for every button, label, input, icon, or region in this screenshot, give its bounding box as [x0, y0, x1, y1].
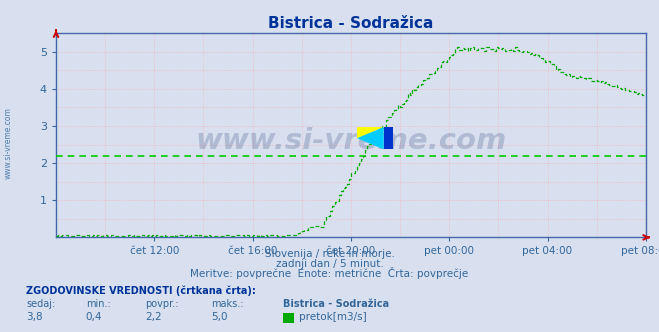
- Polygon shape: [357, 127, 384, 138]
- Polygon shape: [357, 127, 384, 149]
- Text: povpr.:: povpr.:: [145, 299, 179, 309]
- Bar: [384, 127, 393, 149]
- Text: www.si-vreme.com: www.si-vreme.com: [4, 107, 13, 179]
- Text: zadnji dan / 5 minut.: zadnji dan / 5 minut.: [275, 259, 384, 269]
- Text: sedaj:: sedaj:: [26, 299, 55, 309]
- Text: Bistrica - Sodražica: Bistrica - Sodražica: [283, 299, 389, 309]
- Text: Meritve: povprečne  Enote: metrične  Črta: povprečje: Meritve: povprečne Enote: metrične Črta:…: [190, 267, 469, 279]
- Text: 5,0: 5,0: [211, 312, 227, 322]
- Text: maks.:: maks.:: [211, 299, 243, 309]
- Text: 0,4: 0,4: [86, 312, 102, 322]
- Text: min.:: min.:: [86, 299, 111, 309]
- Text: pretok[m3/s]: pretok[m3/s]: [299, 312, 366, 322]
- Text: www.si-vreme.com: www.si-vreme.com: [195, 127, 507, 155]
- Text: ZGODOVINSKE VREDNOSTI (črtkana črta):: ZGODOVINSKE VREDNOSTI (črtkana črta):: [26, 285, 256, 296]
- Text: Slovenija / reke in morje.: Slovenija / reke in morje.: [264, 249, 395, 259]
- Text: 3,8: 3,8: [26, 312, 43, 322]
- Title: Bistrica - Sodražica: Bistrica - Sodražica: [268, 16, 434, 31]
- Text: 2,2: 2,2: [145, 312, 161, 322]
